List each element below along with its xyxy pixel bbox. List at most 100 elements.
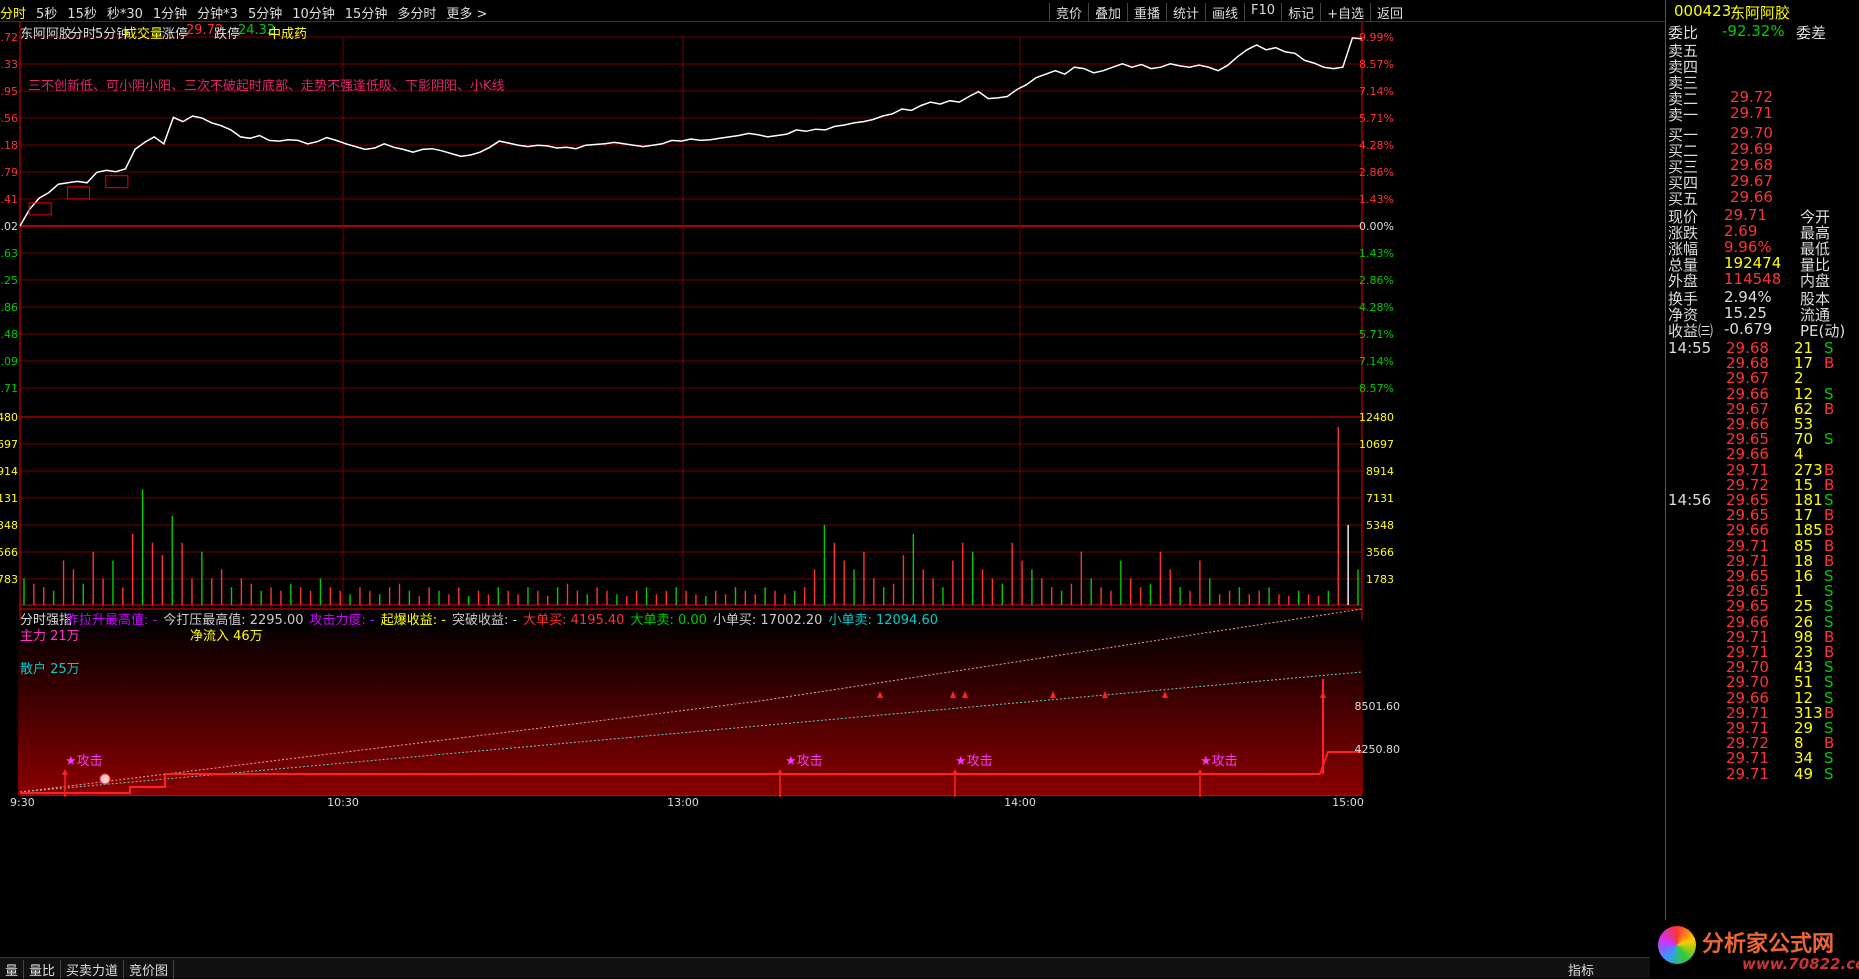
price-tick-label: 4.71 [0, 382, 18, 395]
tool-button-5[interactable]: F10 [1244, 3, 1281, 22]
up-arrow-icon [962, 691, 968, 698]
indicator-button[interactable]: 指标 [1568, 964, 1595, 979]
tick-row: 29.65 16 S [1726, 567, 1834, 585]
tool-button-3[interactable]: 统计 [1166, 3, 1205, 22]
period-tab-5[interactable]: 分钟*3 [197, 7, 238, 22]
price-tick-label: 8.18 [0, 139, 18, 152]
indicator-lines [19, 608, 1363, 797]
attack-label: ★攻击 [65, 754, 103, 769]
tool-button-1[interactable]: 叠加 [1087, 3, 1127, 22]
volume-tick-label: 783 [0, 573, 18, 586]
mode-fenshi[interactable]: 分时 [70, 27, 97, 42]
percent-tick-label: 0.00% [1359, 220, 1394, 233]
bottom-tab-0[interactable]: 量 [0, 960, 25, 979]
price-tick-label: 8.56 [0, 112, 18, 125]
up-arrow-icon [1162, 691, 1168, 698]
bottom-bar: 量量比 买卖力道 竞价图 指标 [0, 957, 1665, 979]
tick-row: 29.67 62 B [1726, 399, 1835, 418]
tick-row: 29.70 43 S [1726, 658, 1834, 677]
up-arrow-icon [952, 769, 958, 775]
tool-buttons: 竞价 叠加 重播 统计 画线 F10 标记 +自选 返回 [1048, 3, 1409, 22]
volume-tick-label: 131 [0, 492, 18, 505]
volume-right-tick-label: 3566 [1366, 546, 1394, 559]
price-tick-label: 6.63 [0, 247, 18, 260]
annotation-text: 三不创新低、可小阴小阳、三次不破起时底部、走势不强逢低吸、下影阴阳、小K线 [28, 79, 505, 94]
price-tick-label: 5.09 [0, 355, 18, 368]
info-row: 总量 192474 量比 [1668, 254, 1831, 274]
flower-logo-icon [1658, 926, 1696, 964]
tool-button-7[interactable]: +自选 [1320, 3, 1370, 22]
info-row: 外盘 114548 内盘 [1668, 270, 1831, 290]
logo-url: www.70822.com [1742, 955, 1859, 973]
vertical-gridlines [342, 37, 1021, 605]
tool-button-8[interactable]: 返回 [1369, 3, 1409, 22]
time-tick-label: 10:30 [327, 796, 359, 809]
volume-tick-label: 348 [0, 519, 18, 532]
tick-row: 14:55 29.68 21 S [1668, 339, 1834, 357]
time-tick-label: 13:00 [667, 796, 699, 809]
period-tab-9[interactable]: 多分时 [397, 7, 437, 22]
sell-row: 卖一 29.71 [1668, 104, 1773, 124]
tool-button-4[interactable]: 画线 [1205, 3, 1244, 22]
indicator-name: 分时强指 [20, 613, 73, 628]
percent-tick-label: 9.99% [1359, 31, 1394, 44]
stock-name: 东阿阿胶 [20, 27, 73, 42]
indicator-panel-bg [18, 620, 1363, 795]
tick-row: 29.71 29 S [1726, 719, 1834, 737]
volume-right-tick-label: 5348 [1366, 519, 1394, 532]
percent-tick-label: 7.14% [1359, 85, 1394, 98]
percent-tick-label: 5.71% [1359, 328, 1394, 341]
tool-button-6[interactable]: 标记 [1281, 3, 1320, 22]
weibi-row: 委比 -92.32% 委差 [1668, 22, 1827, 42]
tick-row: 29.70 51 S [1726, 673, 1834, 692]
tick-row: 29.71 313 B [1726, 703, 1835, 722]
period-tab-2[interactable]: 15秒 [67, 7, 97, 22]
volume-right-tick-label: 8914 [1366, 465, 1394, 478]
info-row: 涨跌 2.69 最高 [1668, 222, 1831, 242]
period-tab-0[interactable]: 分时 [0, 7, 27, 22]
info-row: 净资 15.25 流通 [1668, 304, 1831, 324]
volume-right-tick-label: 12480 [1359, 411, 1394, 424]
period-tab-6[interactable]: 5分钟 [247, 7, 283, 22]
limit-down-value: 24.32 [238, 23, 276, 38]
logo-text: 分析家公式网 [1702, 932, 1835, 957]
price-tick-label: 7.79 [0, 166, 18, 179]
percent-tick-label: 8.57% [1359, 58, 1394, 71]
buy-row: 买二 29.69 [1668, 140, 1773, 160]
buy-row: 买一 29.70 [1668, 124, 1773, 144]
indicator-item-7: 小单买: 17002.20 [712, 613, 823, 628]
tool-button-2[interactable]: 重播 [1126, 3, 1166, 22]
tick-row: 29.66 12 S [1726, 384, 1834, 403]
bottom-tab-1[interactable]: 量比 [24, 960, 62, 979]
period-tab-10[interactable]: 更多 > [446, 7, 488, 22]
up-arrow-icon [877, 691, 883, 698]
up-arrow-icon [1320, 691, 1326, 698]
indicator-item-8: 小单卖: 12094.60 [828, 613, 938, 628]
tick-row: 29.71 23 B [1726, 643, 1835, 661]
period-tab-4[interactable]: 1分钟 [152, 7, 188, 22]
stock-header: 000423 东阿阿胶 [1666, 2, 1859, 22]
sell-row: 卖五 [1668, 42, 1699, 60]
percent-tick-label: 5.71% [1359, 112, 1394, 125]
tick-row: 29.71 273 B [1726, 460, 1835, 479]
chart-grid [19, 22, 1363, 796]
percent-tick-label: 8.57% [1359, 382, 1394, 395]
tool-button-0[interactable]: 竞价 [1048, 3, 1088, 22]
volume-tick-label: 697 [0, 438, 18, 451]
percent-tick-label: 1.43% [1359, 247, 1394, 260]
period-tab-8[interactable]: 15分钟 [344, 7, 388, 22]
mode-5min[interactable]: 5分钟 [95, 27, 130, 42]
period-tab-1[interactable]: 5秒 [36, 7, 58, 22]
percent-tick-label: 2.86% [1359, 166, 1394, 179]
bottom-tab-2[interactable]: 买卖力道 [61, 960, 125, 979]
tick-row: 14:56 29.65 181 S [1668, 491, 1834, 509]
price-tick-label: 7.41 [0, 193, 18, 206]
zhuli-label: 主力 21万 [20, 629, 80, 644]
up-arrow-icon [1102, 691, 1108, 698]
bottom-tab-3[interactable]: 竞价图 [124, 960, 175, 979]
period-tab-7[interactable]: 10分钟 [292, 7, 335, 22]
period-tab-3[interactable]: 秒*30 [106, 7, 143, 22]
volume-tick-label: 480 [0, 411, 18, 424]
indicator-item-5: 大单买: 4195.40 [523, 613, 625, 628]
volume-right-tick-label: 7131 [1366, 492, 1394, 505]
